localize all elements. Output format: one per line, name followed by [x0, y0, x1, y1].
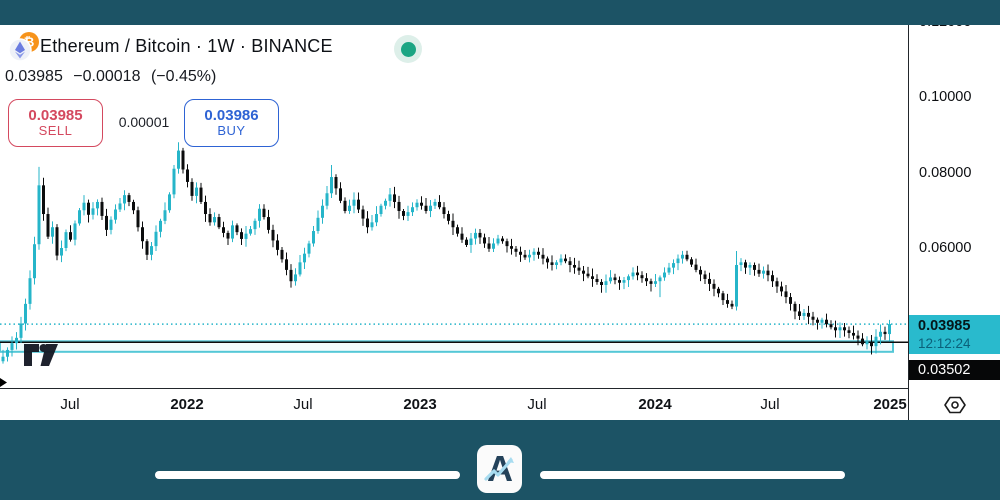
price-change-percent: (−0.45%): [150, 68, 217, 85]
bar-countdown: 12:12:24: [918, 336, 971, 352]
time-axis-label: Jul: [527, 396, 547, 413]
time-axis-label: 2023: [403, 396, 437, 413]
quote-row: 0.03985 −0.00018 (−0.45%): [5, 68, 222, 86]
price-axis-tick: 0.06000: [919, 240, 972, 256]
current-price-value: 0.03985: [918, 318, 971, 335]
time-axis-label: Jul: [760, 396, 780, 413]
time-axis-label: 2025: [873, 396, 907, 413]
nav-line-right: [540, 471, 845, 479]
nav-line-left: [155, 471, 460, 479]
price-axis-tick: 0.10000: [919, 89, 972, 105]
time-axis-label: Jul: [293, 396, 313, 413]
level-price-label: 0.03502: [909, 360, 1000, 381]
buy-button[interactable]: 0.03986 BUY: [184, 99, 279, 147]
app-logo-a-icon: A: [483, 449, 514, 489]
drawing-anchor-icon: [0, 378, 7, 387]
time-axis-label: Jul: [60, 396, 80, 413]
tradingview-watermark-icon: [24, 344, 58, 366]
svg-text:₿: ₿: [24, 35, 35, 50]
time-axis-label: 2022: [170, 396, 204, 413]
buy-label: BUY: [217, 123, 246, 139]
symbol-title[interactable]: Ethereum / Bitcoin · 1W · BINANCE: [40, 36, 333, 56]
price-change: −0.00018: [73, 68, 141, 85]
status-bar: [0, 0, 1000, 25]
spread-value: 0.00001: [118, 114, 170, 130]
current-price-label: 0.03985 12:12:24: [909, 315, 1000, 355]
price-axis-tick: 0.08000: [919, 164, 972, 181]
buy-price: 0.03986: [204, 106, 259, 124]
axis-settings-corner[interactable]: [909, 389, 1000, 420]
sell-price: 0.03985: [28, 106, 83, 124]
sell-button[interactable]: 0.03985 SELL: [8, 99, 103, 147]
time-axis[interactable]: Jul 2022 Jul 2023 Jul 2024 Jul 2025: [0, 389, 908, 420]
ethereum-icon: [8, 38, 32, 62]
last-price: 0.03985: [5, 68, 63, 85]
time-axis-separator: [0, 388, 1000, 389]
price-scale-settings-icon: [943, 396, 966, 413]
app-logo-badge[interactable]: A: [477, 445, 522, 493]
market-status-indicator[interactable]: [394, 35, 422, 63]
market-open-dot-icon: [400, 41, 416, 57]
svg-text:A: A: [487, 449, 513, 489]
symbol-pair-icon: ₿: [8, 32, 39, 62]
time-axis-label: 2024: [638, 396, 672, 413]
sell-label: SELL: [38, 123, 73, 139]
